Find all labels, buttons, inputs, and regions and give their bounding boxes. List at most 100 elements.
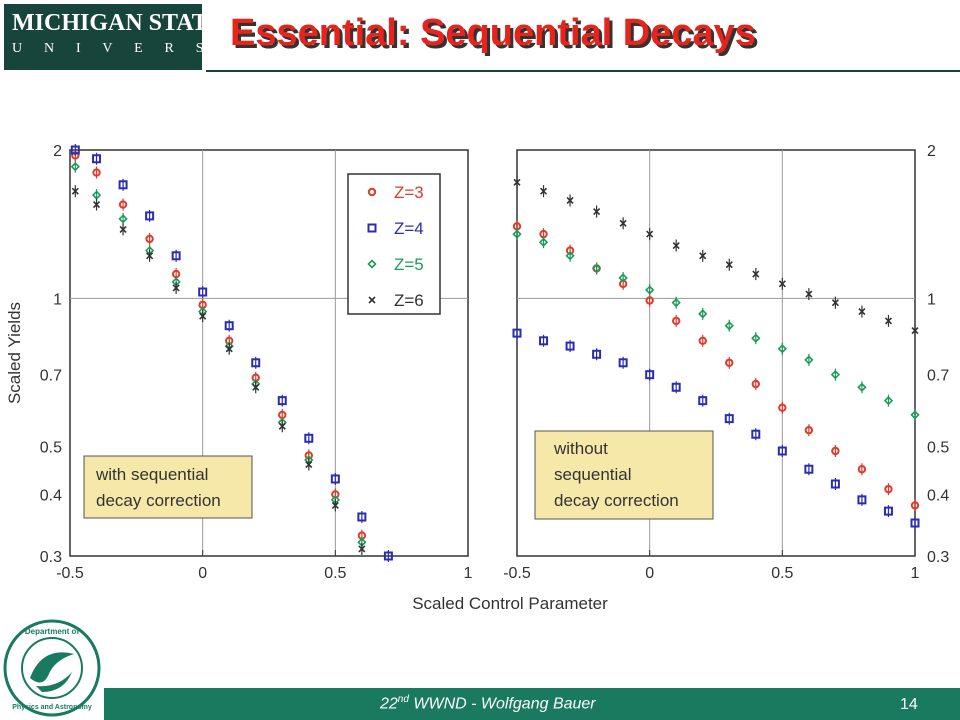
y-tick-label: 0.3 [40, 549, 62, 566]
legend-label: Z=6 [394, 291, 424, 310]
data-point-Z=4 [724, 414, 734, 424]
data-point-Z=6 [539, 187, 548, 195]
x-tick-label: 0 [645, 565, 654, 582]
data-point-Z=4 [910, 518, 920, 528]
data-point-Z=3 [645, 296, 654, 305]
data-point-Z=3 [672, 316, 681, 326]
slide-title: Essential: Sequential Decays [230, 12, 756, 54]
data-point-Z=6 [725, 261, 733, 269]
data-point-Z=4 [171, 251, 181, 261]
x-axis-label: Scaled Control Parameter [412, 594, 608, 613]
data-point-Z=4 [357, 512, 367, 522]
data-point-Z=3 [725, 358, 734, 367]
data-point-Z=3 [145, 234, 154, 244]
y-tick-label: 2 [53, 143, 62, 160]
footer-credit: 22nd WWND - Wolfgang Bauer [380, 694, 596, 713]
y-tick-label: 0.7 [40, 368, 62, 385]
data-point-Z=4 [198, 287, 208, 297]
svg-text:Physics and Astronomy: Physics and Astronomy [12, 704, 92, 711]
data-point-Z=5 [910, 410, 920, 420]
data-point-Z=5 [777, 344, 787, 354]
data-point-Z=4 [70, 145, 80, 155]
legend-marker [367, 223, 377, 233]
data-point-Z=4 [857, 495, 867, 505]
data-point-Z=6 [119, 225, 127, 233]
y-tick-label: 0.4 [40, 487, 62, 504]
data-point-Z=5 [883, 396, 894, 406]
data-point-Z=4 [92, 154, 102, 164]
data-point-Z=6 [752, 270, 760, 278]
data-point-Z=3 [698, 336, 707, 346]
data-point-Z=6 [805, 290, 813, 298]
annotation-text: sequential [554, 465, 632, 484]
data-point-Z=3 [751, 379, 760, 389]
data-point-Z=6 [699, 252, 707, 260]
x-tick-label: 0.5 [324, 565, 346, 582]
data-point-Z=4 [777, 446, 787, 456]
page-number: 14 [900, 696, 918, 713]
y-tick-label: 0.3 [927, 549, 949, 566]
footer-edition: 22 [380, 695, 398, 713]
legend-box [347, 173, 441, 315]
data-point-Z=6 [172, 284, 180, 292]
footer-rest: WWND - Wolfgang Bauer [408, 695, 596, 713]
data-point-Z=4 [118, 180, 128, 190]
data-point-Z=4 [645, 370, 655, 380]
data-point-Z=4 [751, 429, 761, 439]
title-divider [206, 70, 960, 72]
data-point-Z=6 [225, 345, 233, 353]
footer-bar [104, 688, 960, 720]
data-point-Z=6 [858, 308, 866, 316]
data-point-Z=6 [672, 241, 680, 250]
data-point-Z=6 [305, 460, 313, 469]
data-point-Z=4 [383, 551, 393, 561]
x-tick-label: 0.5 [771, 565, 793, 582]
data-point-Z=5 [645, 285, 655, 295]
y-tick-label: 0.5 [927, 440, 949, 457]
data-point-Z=6 [646, 230, 654, 238]
data-point-Z=6 [331, 501, 339, 509]
annotation-text: without [553, 439, 608, 458]
y-tick-label: 0.5 [40, 440, 62, 457]
data-point-Z=4 [671, 382, 681, 392]
data-point-Z=3 [831, 446, 840, 456]
annotation-box [83, 455, 253, 519]
data-point-Z=4 [224, 321, 234, 331]
data-point-Z=3 [857, 465, 867, 474]
annotation-text: decay correction [96, 491, 221, 510]
data-point-Z=6 [252, 383, 260, 391]
data-point-Z=5 [751, 333, 761, 343]
legend-label: Z=4 [394, 219, 424, 238]
legend-marker [367, 259, 377, 269]
data-point-Z=4 [251, 358, 261, 368]
y-tick-label: 1 [927, 291, 936, 308]
data-point-Z=4 [277, 396, 287, 406]
data-point-Z=3 [884, 484, 893, 494]
data-point-Z=6 [92, 200, 101, 209]
data-point-Z=4 [592, 349, 602, 359]
data-point-Z=3 [804, 426, 814, 435]
data-point-Z=3 [118, 200, 128, 209]
y-axis-label: Scaled Yields [5, 302, 24, 404]
data-point-Z=4 [145, 211, 155, 221]
data-point-Z=6 [513, 178, 521, 186]
data-point-Z=6 [566, 196, 574, 205]
svg-text:Department of: Department of [25, 627, 80, 636]
y-tick-label: 1 [53, 291, 62, 308]
data-point-Z=6 [593, 208, 601, 216]
data-point-Z=6 [146, 252, 154, 260]
data-point-Z=5 [70, 162, 80, 172]
annotation-box [534, 430, 714, 520]
data-point-Z=4 [304, 433, 314, 443]
data-point-Z=4 [618, 358, 628, 368]
data-point-Z=6 [199, 312, 207, 320]
data-point-Z=5 [698, 309, 708, 319]
x-tick-label: 0 [198, 565, 207, 582]
data-point-Z=5 [538, 237, 549, 247]
y-tick-label: 0.7 [927, 368, 949, 385]
x-tick-label: -0.5 [56, 565, 84, 582]
data-point-Z=4 [830, 479, 840, 489]
x-tick-label: 1 [911, 565, 920, 582]
footer-edition-suffix: nd [397, 694, 409, 705]
data-point-Z=4 [539, 336, 549, 346]
